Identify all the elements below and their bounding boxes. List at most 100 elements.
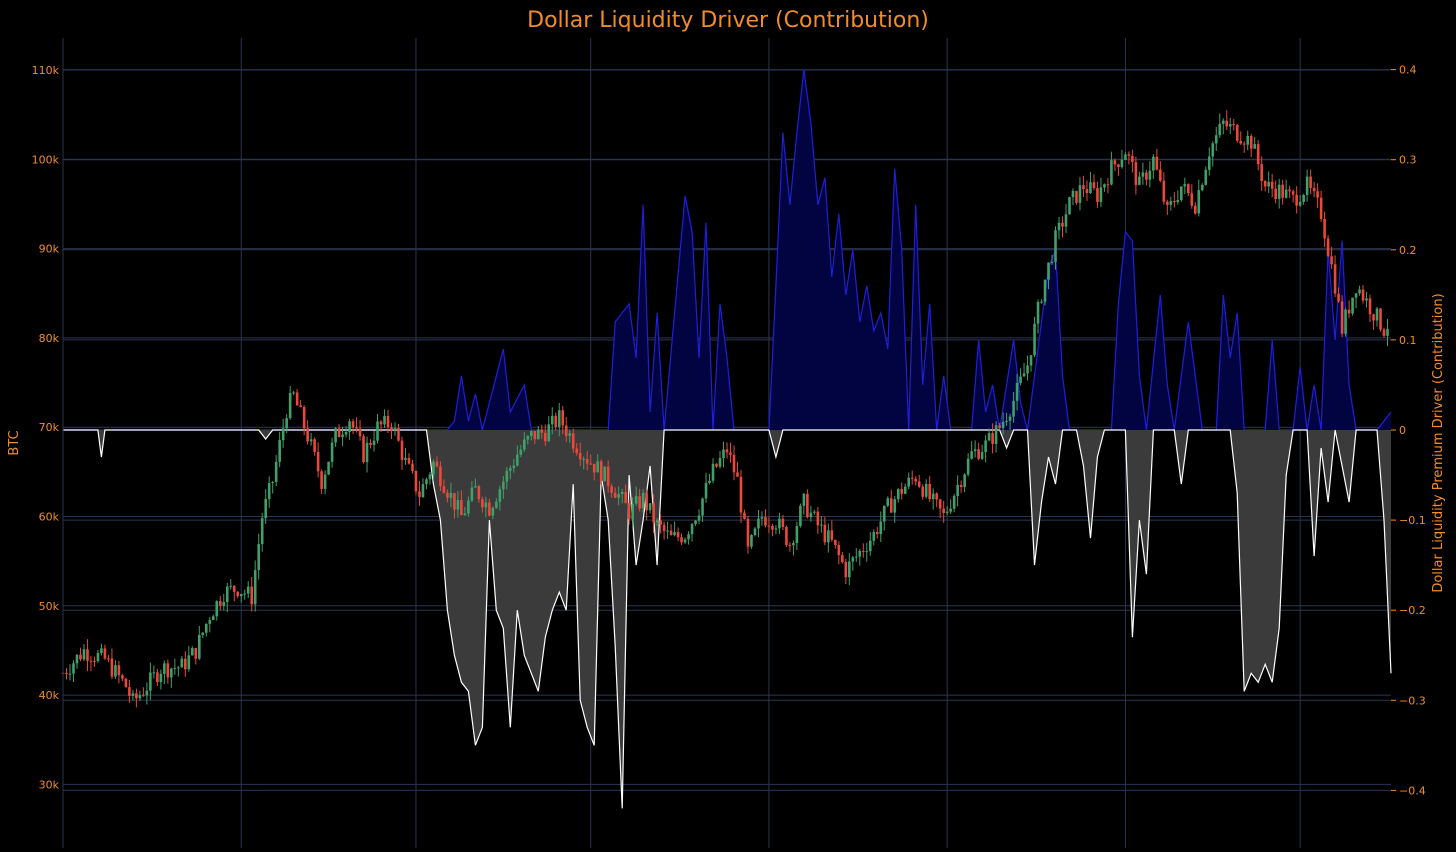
candle-down [739,476,743,513]
candle-up [376,421,379,441]
candle-up [432,461,435,475]
candle-up [1008,416,1012,421]
candle-down [1291,191,1295,195]
candle-up [1211,143,1215,157]
candle-down [1316,191,1319,198]
y-left-tick-label: 70k [39,421,60,434]
candle-down [194,647,198,659]
candle-up [802,493,806,506]
candle-down [1312,187,1316,192]
candle-up [383,415,386,425]
candle-up [648,503,652,511]
candle-down [889,498,893,513]
y-left-tick-label: 100k [32,153,60,166]
candle-down [746,518,750,547]
candle-down [1295,194,1298,206]
candle-down [477,486,481,500]
candle-down [606,466,610,487]
candle-down [1330,256,1333,265]
candle-up [1218,123,1222,136]
candle-up [404,457,407,460]
candle-up [701,498,704,516]
candle-down [861,550,865,552]
candle-down [306,428,309,442]
candle-down [488,502,491,516]
candle-down [875,531,879,535]
candle-down [128,687,131,696]
candle-up [896,489,900,500]
candle-down [337,428,341,438]
candle-down [1333,264,1337,294]
candle-down [1173,201,1176,203]
candle-down [1166,201,1169,205]
candle-up [278,440,281,462]
candle-down [540,429,544,433]
candle-down [369,442,372,445]
candle-up [246,586,250,594]
candle-down [302,407,306,429]
candle-down [65,672,68,675]
candle-down [313,439,316,452]
candle-down [921,486,925,497]
candle-down [1361,289,1365,301]
candle-up [467,500,470,514]
candle-down [166,663,170,678]
candle-up [1057,222,1061,231]
candle-up [393,428,397,431]
candle-down [806,493,809,518]
candle-up [620,492,624,495]
candle-down [917,481,921,487]
candle-down [1288,189,1291,192]
y-right-tick-label: 0.4 [1399,64,1417,77]
candle-up [1228,124,1232,127]
candle-up [1124,154,1127,160]
candle-down [743,512,746,519]
candle-down [938,499,942,509]
positive-contribution-line [63,69,1392,431]
candle-up [855,556,858,558]
candle-down [910,477,914,479]
candle-up [945,511,949,513]
candle-down [1113,160,1117,165]
candle-down [1274,188,1277,199]
candle-down [1368,298,1372,315]
candle-up [211,616,215,621]
candle-up [1022,373,1026,377]
candle-up [1305,176,1309,195]
candle-up [596,461,599,473]
candle-down [1281,184,1284,198]
candle-down [232,585,236,592]
candle-up [984,440,987,453]
candle-down [1270,181,1274,189]
candle-up [795,526,799,543]
positive-contribution-fill [63,69,1391,430]
candle-up [1099,187,1103,202]
candle-up [131,693,135,696]
candle-up [1103,184,1106,188]
y-right-axis-title: Dollar Liquidity Premium Driver (Contrib… [1431,293,1446,592]
candle-down [407,457,411,464]
candle-down [1162,180,1166,202]
candle-up [952,496,956,509]
candle-down [397,428,400,441]
candle-down [729,452,732,455]
candle-up [1110,160,1113,185]
candle-down [1249,135,1253,149]
candle-up [617,494,620,498]
candle-up [813,511,816,513]
candle-down [1323,218,1326,239]
candle-down [599,461,603,482]
candle-up [557,410,561,427]
y-right-tick-label: 0.3 [1399,154,1417,167]
candle-down [834,539,837,545]
candle-down [1190,193,1194,206]
candle-down [592,463,596,473]
candle-up [72,663,75,674]
candle-up [792,542,795,546]
candle-down [533,431,537,440]
candle-down [680,537,683,543]
candle-up [1302,194,1305,202]
candle-up [470,487,474,501]
candle-up [1015,382,1019,401]
